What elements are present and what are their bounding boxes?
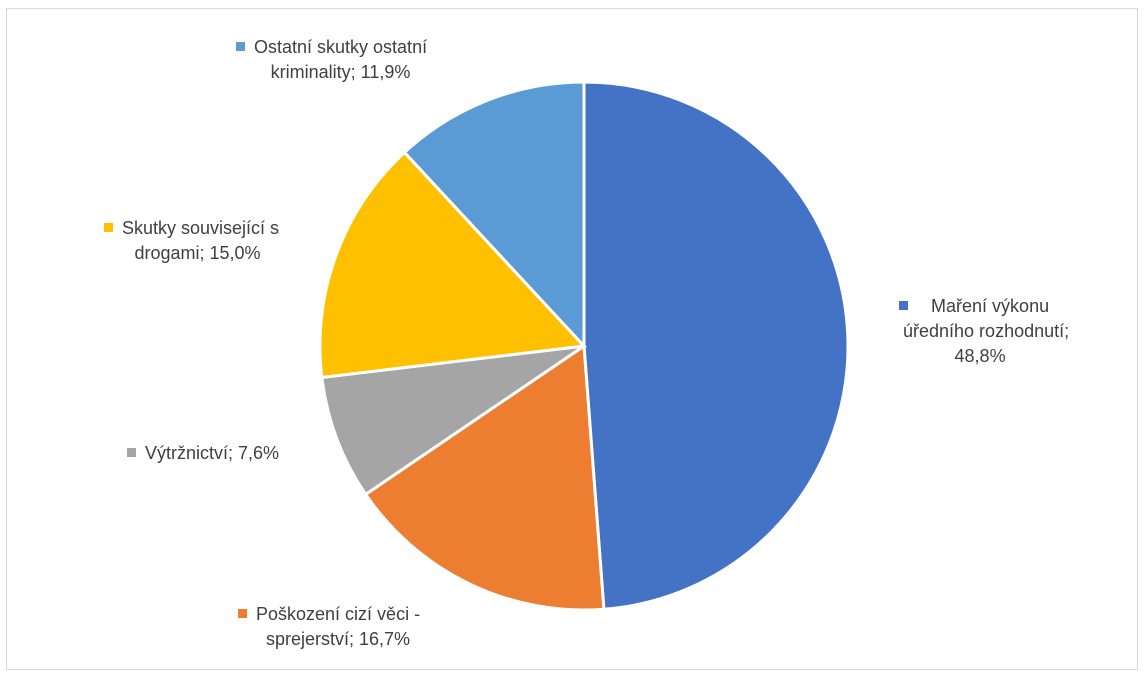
- data-label-poskozeni-cizi-veci: Poškození cizí věci - sprejerství; 16,7%: [238, 602, 420, 652]
- data-label-skutky-drogy: Skutky související s drogami; 15,0%: [104, 216, 279, 266]
- chart-area: [6, 8, 1138, 670]
- pie-slice-drogy: [318, 150, 588, 380]
- legend-marker-vytrznictvi: [127, 448, 136, 457]
- legend-marker-mareni: [899, 301, 909, 310]
- pie-slice-vytrznictvi: [320, 344, 585, 497]
- data-label-mareni-vykonu: Maření výkonu úředního rozhodnutí; 48,8%: [879, 294, 1069, 369]
- data-label-ostatni-skutky: Ostatní skutky ostatní kriminality; 11,9…: [236, 35, 427, 85]
- pie-slices: [318, 80, 850, 612]
- pie-slice-poskozeni: [363, 343, 606, 612]
- legend-marker-poskozeni: [238, 609, 247, 618]
- data-label-vytrznictvi: Výtržnictví; 7,6%: [127, 441, 279, 466]
- legend-marker-drogy: [104, 223, 113, 232]
- pie-slice-ostatni: [402, 80, 586, 350]
- pie-slice-mareni: [582, 80, 850, 611]
- legend-marker-ostatni: [236, 42, 245, 51]
